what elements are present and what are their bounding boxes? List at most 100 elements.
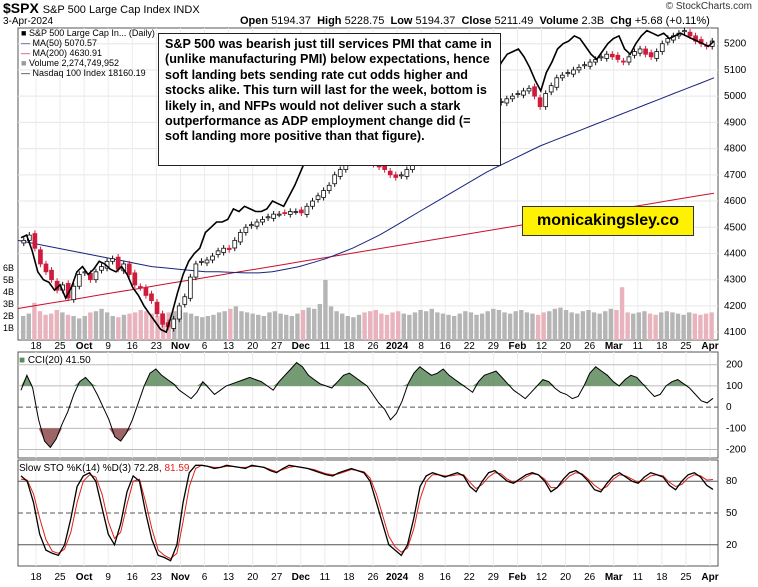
volume-bar: [160, 314, 166, 340]
volume-bar: [21, 316, 26, 340]
price-candle: [76, 271, 82, 290]
chg-label: Chg: [610, 15, 632, 27]
volume-bar: [541, 312, 546, 340]
price-candle: [582, 61, 587, 69]
x-tick-label-bottom: 6: [202, 572, 208, 583]
candle-body: [154, 301, 160, 315]
volume-bar: [603, 311, 608, 340]
volume-tick-label: 6B: [3, 263, 14, 273]
volume-bar: [625, 312, 630, 340]
price-candle: [510, 93, 515, 102]
price-candle: [659, 40, 665, 55]
ma50-line: [17, 77, 715, 274]
candle-body: [193, 263, 199, 278]
price-candle: [176, 302, 182, 323]
candle-body: [337, 169, 343, 177]
candle-body: [548, 85, 554, 93]
candle-body: [304, 205, 310, 215]
sto-d-line: [20, 464, 714, 560]
candle-body: [254, 221, 260, 227]
candle-body: [249, 224, 254, 227]
candle-body: [332, 174, 338, 185]
price-candle: [332, 171, 338, 187]
x-tick-label-bottom: 23: [151, 572, 163, 583]
ticker-name: S&P 500 Large Cap Index INDX: [42, 4, 200, 16]
candle-body: [221, 247, 226, 253]
legend-spx: ■ S&P 500 Large Cap In... (Daily): [21, 28, 155, 38]
price-candle: [226, 245, 232, 253]
volume-bar: [244, 312, 250, 340]
volume-bar: [250, 313, 255, 340]
price-candle: [521, 87, 526, 99]
volume-bar: [379, 313, 384, 340]
volume-bar: [71, 316, 76, 340]
ticker-title: $SPX S&P 500 Large Cap Index INDX: [3, 0, 200, 16]
x-tick-label: 2024: [386, 341, 409, 352]
volume-bar: [446, 314, 451, 340]
volume-bar: [681, 314, 686, 340]
price-candle: [38, 246, 43, 268]
volume-bar: [395, 311, 401, 340]
candle-body: [215, 250, 221, 255]
volume-bar: [205, 316, 211, 340]
price-candle: [654, 48, 660, 62]
volume-bar: [26, 313, 31, 340]
volume-bar: [32, 302, 37, 340]
volume-bar: [239, 311, 244, 340]
candle-body: [315, 195, 321, 200]
volume-bar: [451, 316, 457, 340]
volume-bar: [116, 317, 121, 340]
price-candle: [237, 229, 243, 246]
x-tick-label: Mar: [605, 341, 623, 352]
volume-bar: [491, 308, 496, 340]
price-candle: [287, 208, 293, 218]
candle-body: [615, 54, 621, 60]
high-label: High: [317, 15, 342, 27]
price-candle: [154, 299, 160, 317]
volume-bar: [530, 313, 535, 340]
candle-body: [587, 61, 593, 67]
price-candle: [648, 49, 654, 60]
cci-tick-label: 100: [726, 381, 743, 392]
candle-body: [43, 263, 49, 273]
price-candle: [254, 218, 260, 230]
candle-body: [621, 60, 626, 63]
volume-bar: [261, 316, 267, 340]
volume-tick-label: 5B: [3, 275, 14, 285]
candle-body: [510, 95, 515, 100]
candle-body: [582, 64, 587, 67]
volume-bar: [278, 313, 283, 340]
volume-bar: [675, 313, 681, 340]
x-tick-label: 25: [55, 341, 67, 352]
candle-body: [571, 69, 576, 75]
volume-bar: [368, 311, 373, 340]
volume-bar: [233, 306, 239, 340]
volume-bar: [591, 312, 597, 340]
volume-bar: [334, 311, 339, 340]
volume-bar: [340, 313, 345, 340]
volume-bar: [216, 312, 222, 340]
open-label: Open: [240, 15, 269, 27]
volume-bar: [687, 312, 692, 340]
volume-bar: [653, 314, 658, 340]
volume-bar: [519, 310, 524, 340]
volume-bar: [267, 312, 272, 340]
volume-bar: [496, 310, 502, 340]
price-candle: [404, 166, 410, 180]
price-tick-label: 4500: [724, 222, 747, 233]
x-tick-label: Feb: [509, 341, 527, 352]
x-tick-label-bottom: 20: [247, 572, 259, 583]
candle-body: [76, 274, 82, 287]
x-tick-label: Oct: [76, 341, 93, 352]
volume-bar: [76, 318, 82, 340]
volume-bar: [88, 312, 93, 340]
price-candle: [554, 74, 560, 91]
volume-bar: [104, 312, 110, 340]
x-tick-label-bottom: 18: [30, 572, 42, 583]
candle-body: [282, 212, 288, 214]
price-tick-label: 4100: [724, 327, 747, 338]
candle-body: [404, 169, 410, 177]
volume-bar: [642, 311, 647, 340]
volume-bar: [547, 311, 552, 340]
x-tick-label: 8: [418, 341, 424, 352]
